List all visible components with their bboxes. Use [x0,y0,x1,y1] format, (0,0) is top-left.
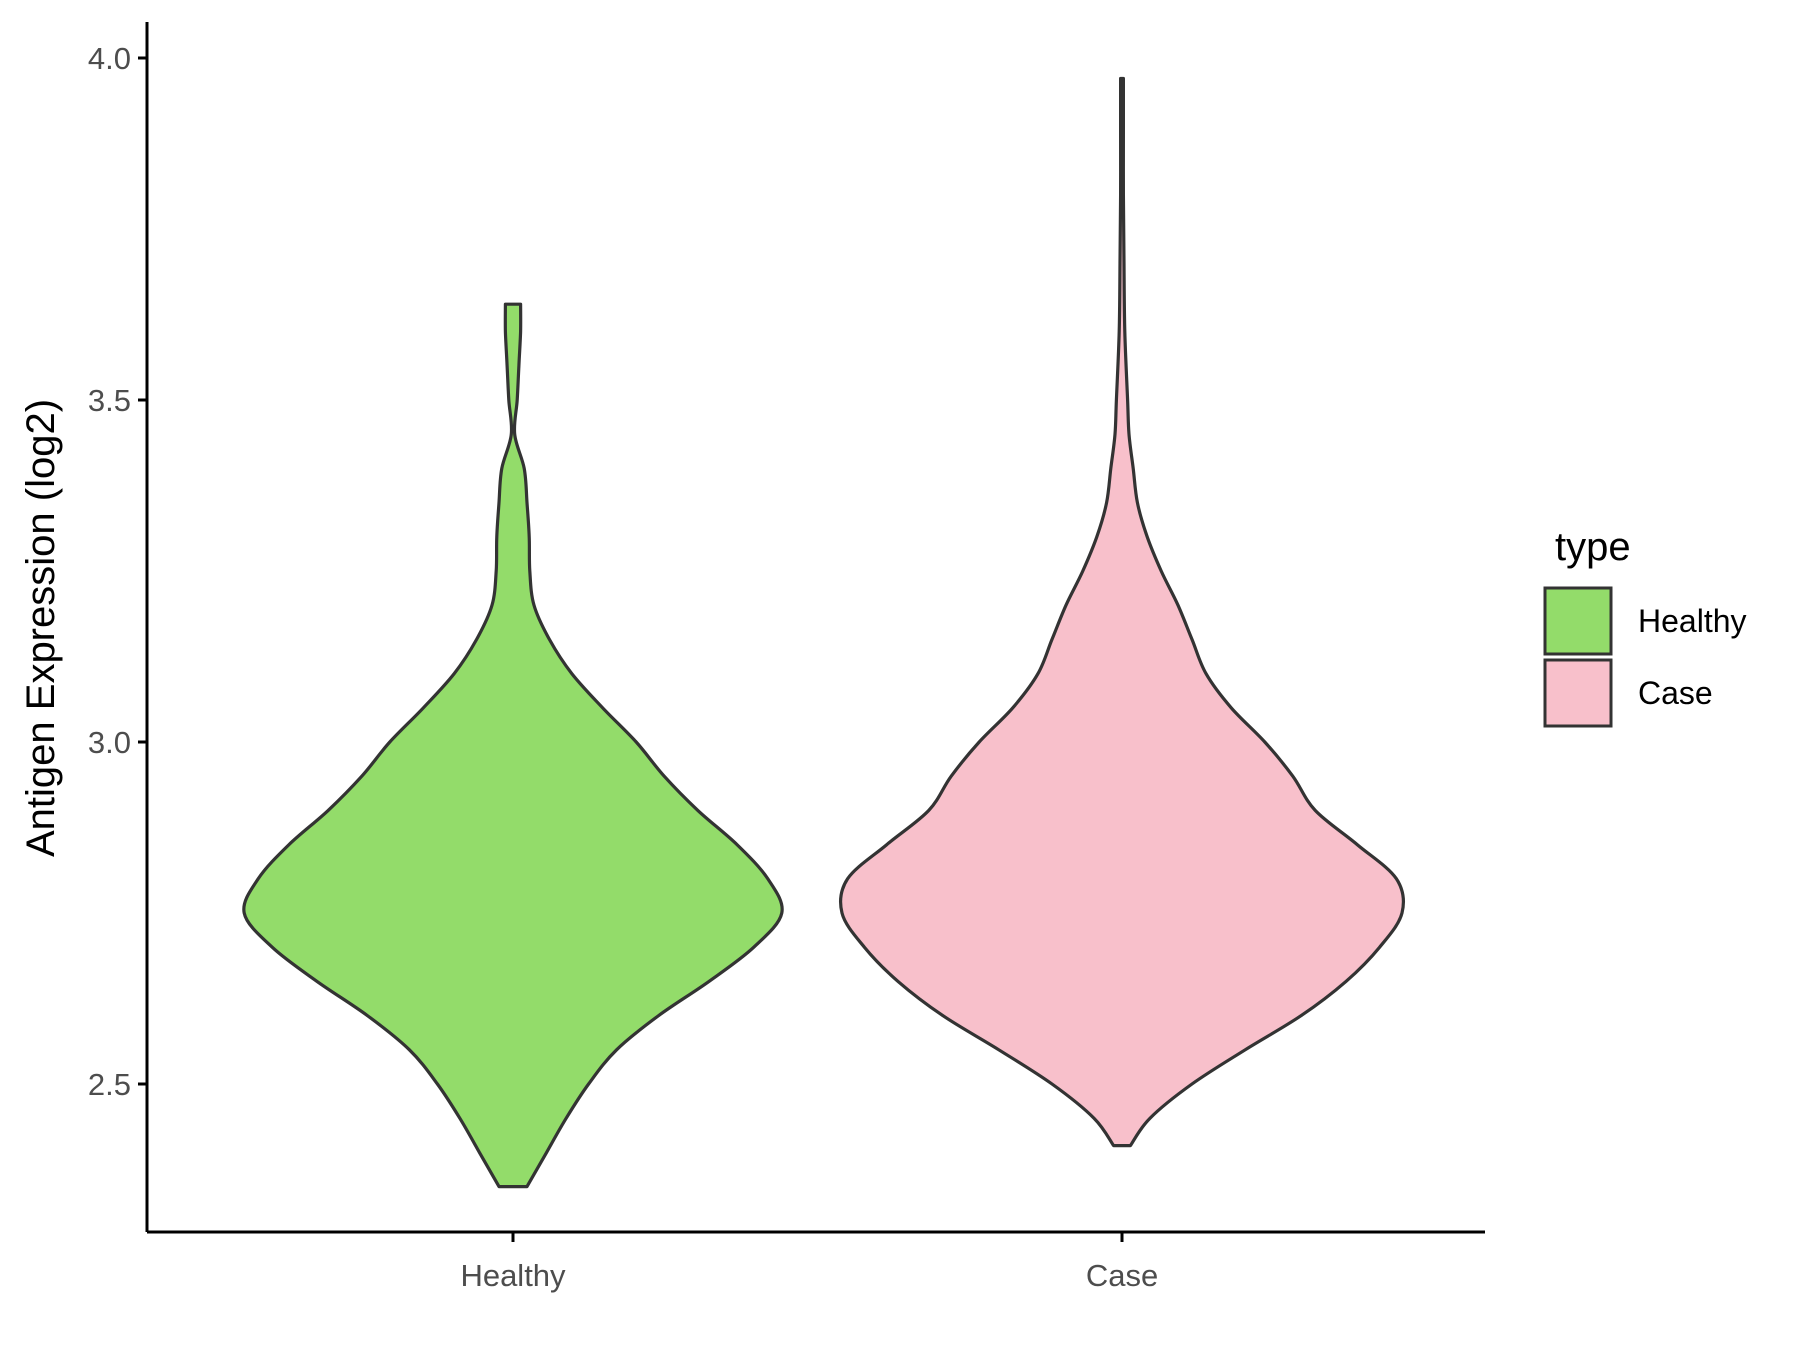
x-tick-label: Healthy [460,1258,566,1293]
legend-label-case: Case [1638,675,1713,711]
y-tick-label: 3.0 [88,725,131,760]
x-tick-label: Case [1086,1258,1158,1293]
y-tick-label: 4.0 [88,41,131,76]
legend-key-case [1543,658,1613,728]
y-ticks: 2.5 3.0 3.5 4.0 [88,41,147,1102]
y-tick-label: 2.5 [88,1067,131,1102]
violins [242,76,1406,1189]
legend: type Healthy Case [1543,525,1747,728]
legend-title: type [1555,525,1631,569]
y-tick-label: 3.5 [88,383,131,418]
violin-case [838,76,1406,1148]
x-ticks: Healthy Case [460,1232,1158,1293]
legend-key-healthy [1543,586,1613,656]
legend-label-healthy: Healthy [1638,603,1747,639]
y-axis-title: Antigen Expression (log2) [19,399,63,857]
violin-healthy [242,302,784,1189]
